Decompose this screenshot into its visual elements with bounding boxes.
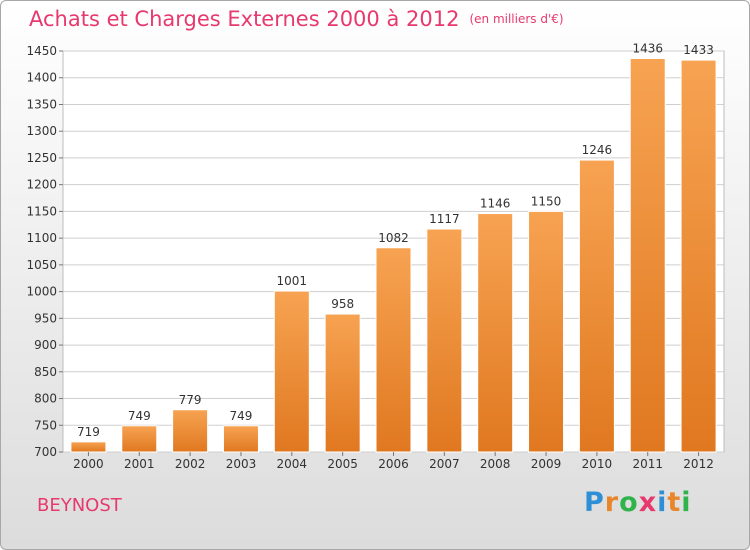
x-tick-label-2004: 2004 <box>277 457 308 471</box>
title-text: Achats et Charges Externes 2000 à 2012 <box>29 7 460 31</box>
proxiti-logo: Proxiti <box>584 487 692 518</box>
logo-letter: t <box>667 487 682 518</box>
data-label-2009: 1150 <box>531 194 562 208</box>
bar-2003 <box>222 425 259 453</box>
logo-letter: i <box>657 487 668 518</box>
data-label-2002: 779 <box>179 393 202 407</box>
bar-2008 <box>477 213 514 453</box>
bar-2000 <box>70 441 107 453</box>
x-tick-label-2001: 2001 <box>124 457 155 471</box>
y-tick-label: 1150 <box>26 204 57 218</box>
bar-2009 <box>528 210 565 453</box>
bar-2010 <box>578 159 615 453</box>
x-tick-label-2010: 2010 <box>582 457 613 471</box>
data-label-2005: 958 <box>331 297 354 311</box>
y-tick-label: 1300 <box>26 124 57 138</box>
y-tick-label: 1350 <box>26 97 57 111</box>
x-tick-label-2003: 2003 <box>226 457 257 471</box>
x-tick-label-2002: 2002 <box>175 457 206 471</box>
bar-2011 <box>629 57 666 453</box>
y-tick-label: 1100 <box>26 231 57 245</box>
bar-2012 <box>680 59 717 453</box>
bar-2001 <box>121 425 158 453</box>
bar-2006 <box>375 247 412 453</box>
y-tick-label: 1050 <box>26 258 57 272</box>
x-axis-ticks: 2000 2001 2002 2003 2004 2005 2006 2007 2008 2009… <box>73 452 714 471</box>
bar-2002 <box>172 409 209 453</box>
y-tick-label: 700 <box>34 445 57 459</box>
data-label-2012: 1433 <box>683 43 714 57</box>
unit-label: (en milliers d'€) <box>469 12 564 26</box>
x-tick-label-2000: 2000 <box>73 457 104 471</box>
y-tick-label: 750 <box>34 418 57 432</box>
chart-title: Achats et Charges Externes 2000 à 2012 (e… <box>29 7 564 31</box>
data-label-2004: 1001 <box>277 274 308 288</box>
data-label-2000: 719 <box>77 425 100 439</box>
logo-letter: r <box>604 487 620 518</box>
data-label-2001: 749 <box>128 409 151 423</box>
y-tick-label: 1200 <box>26 178 57 192</box>
bar-2007 <box>426 228 463 453</box>
y-tick-label: 1400 <box>26 71 57 85</box>
town-name: BEYNOST <box>37 495 122 516</box>
y-axis-ticks: 700 750 800 850 900 950 1000 1050 1100 1150 1200 12… <box>26 44 63 459</box>
y-tick-label: 1450 <box>26 44 57 58</box>
y-tick-label: 1250 <box>26 151 57 165</box>
logo-letter: x <box>638 487 658 518</box>
data-label-2008: 1146 <box>480 197 511 211</box>
data-label-2011: 1436 <box>632 41 663 55</box>
logo-letter: i <box>681 487 692 518</box>
data-label-2007: 1117 <box>429 212 460 226</box>
data-label-2003: 749 <box>230 409 253 423</box>
bars <box>70 57 717 453</box>
y-tick-label: 1000 <box>26 285 57 299</box>
x-tick-label-2009: 2009 <box>531 457 562 471</box>
data-label-2010: 1246 <box>582 143 613 157</box>
y-tick-label: 900 <box>34 338 57 352</box>
x-tick-label-2007: 2007 <box>429 457 460 471</box>
x-tick-label-2011: 2011 <box>632 457 663 471</box>
data-label-2006: 1082 <box>378 231 409 245</box>
data-labels: 719 749 779 749 1001 958 1082 1117 1146 1150 1246 1… <box>77 41 714 438</box>
logo-letter: P <box>584 487 605 518</box>
bar-2005 <box>324 313 361 453</box>
y-tick-label: 850 <box>34 365 57 379</box>
y-tick-label: 800 <box>34 392 57 406</box>
x-tick-label-2008: 2008 <box>480 457 511 471</box>
logo-letter: o <box>619 487 639 518</box>
x-tick-label-2012: 2012 <box>683 457 714 471</box>
y-tick-label: 950 <box>34 311 57 325</box>
x-tick-label-2005: 2005 <box>327 457 358 471</box>
bar-2004 <box>273 290 310 453</box>
x-tick-label-2006: 2006 <box>378 457 409 471</box>
